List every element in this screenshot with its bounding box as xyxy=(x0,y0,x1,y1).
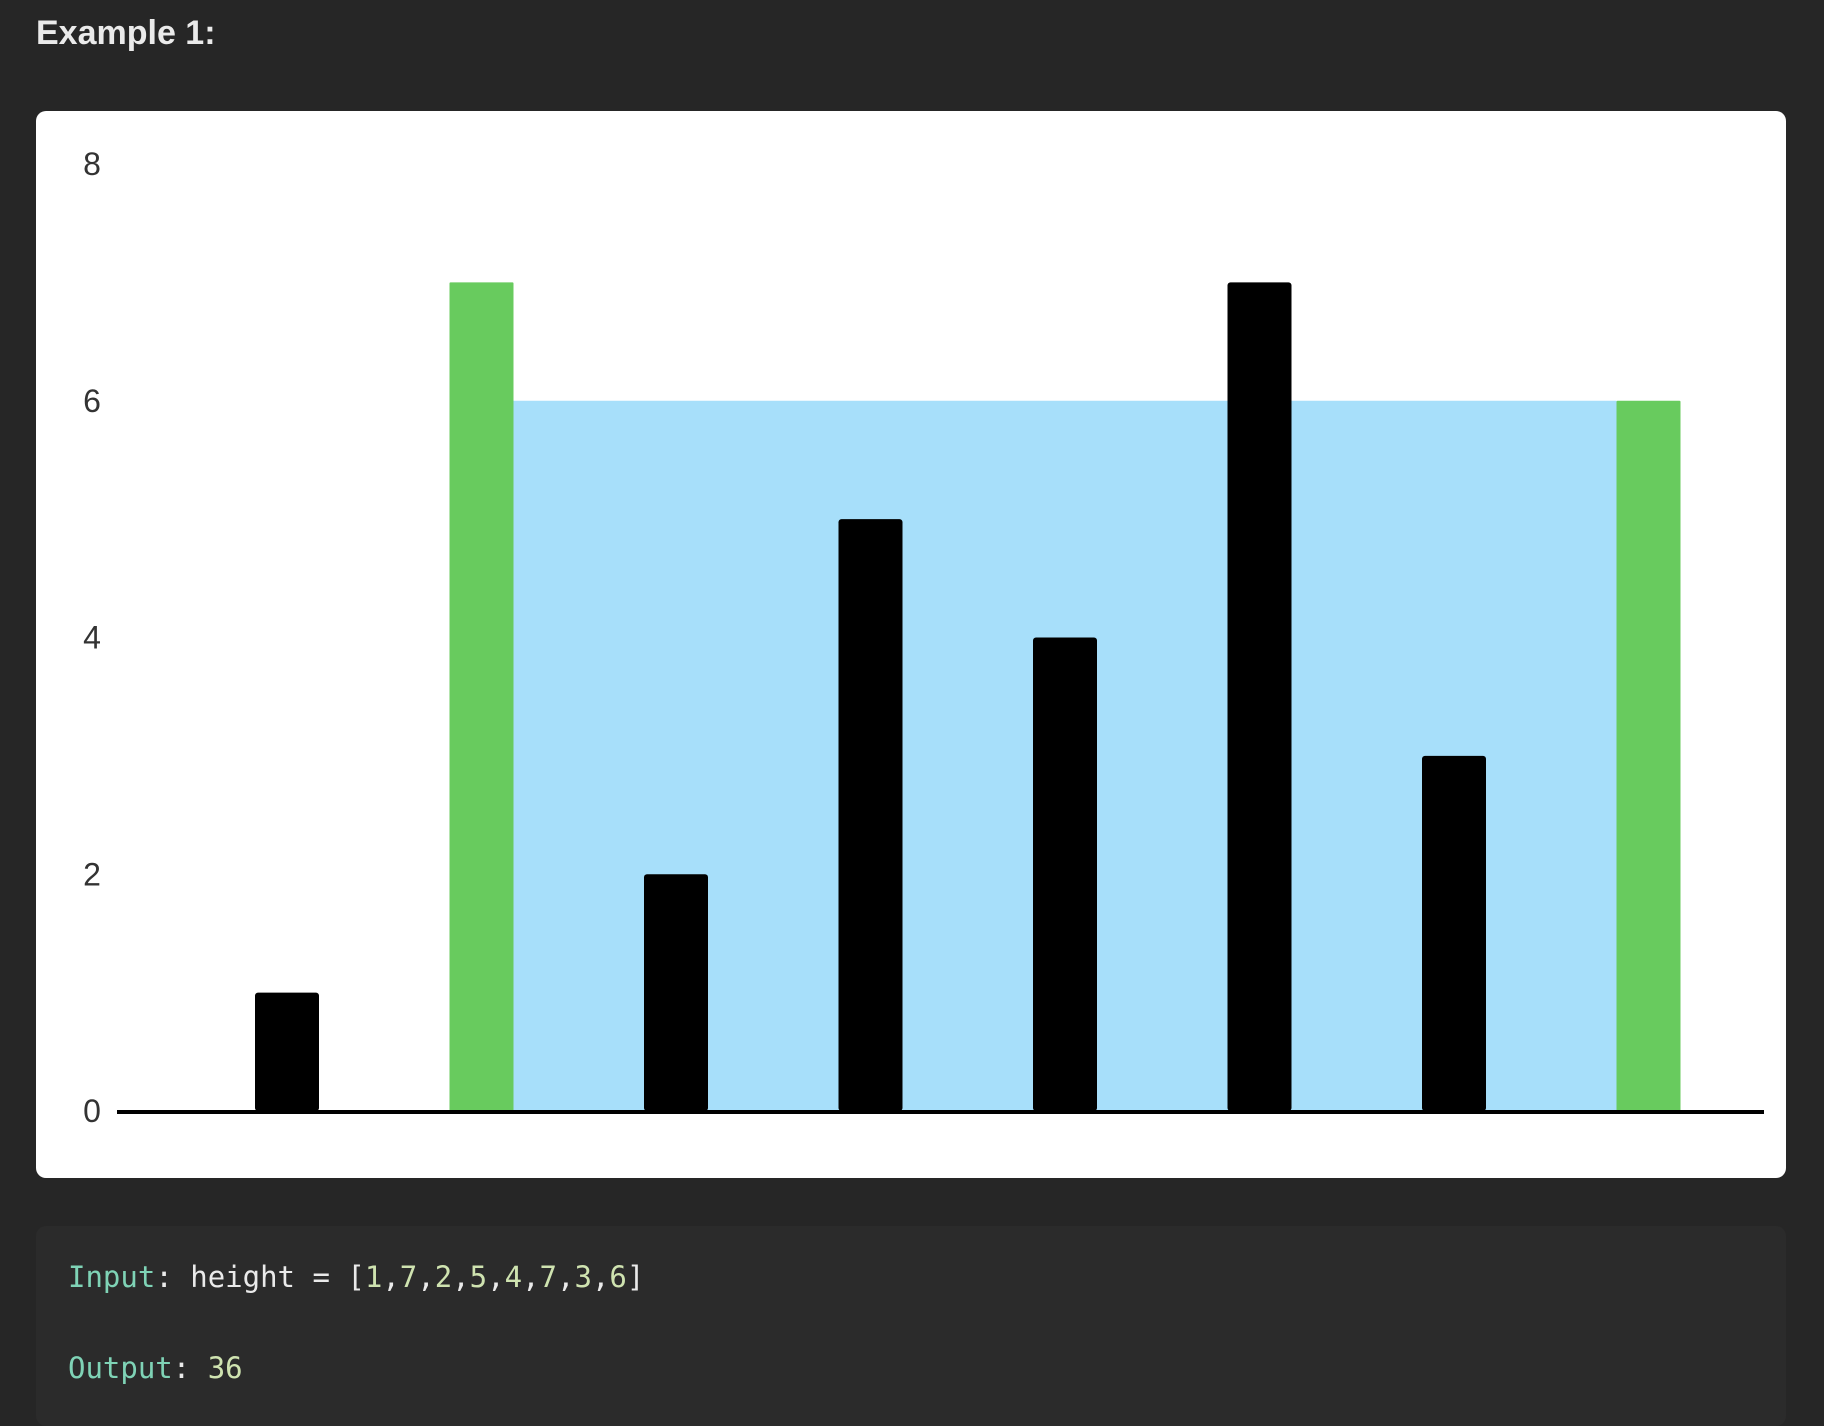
input-line: Input: height = [1,7,2,5,4,7,3,6] xyxy=(68,1260,645,1294)
chart-card: 0 2 4 6 8 xyxy=(36,111,1786,1178)
input-value: 4 xyxy=(504,1260,523,1294)
input-value: 7 xyxy=(539,1260,558,1294)
y-tick-label: 2 xyxy=(83,856,101,892)
output-key: Output xyxy=(68,1351,173,1385)
output-value: 36 xyxy=(207,1351,243,1385)
input-label: height xyxy=(190,1260,295,1294)
y-tick-label: 8 xyxy=(83,146,101,182)
bar xyxy=(1422,755,1486,1111)
bar xyxy=(1033,637,1097,1111)
bar xyxy=(838,519,903,1111)
bar xyxy=(255,992,319,1111)
bar xyxy=(644,874,708,1111)
input-value: 6 xyxy=(609,1260,627,1294)
example-code-box: Input: height = [1,7,2,5,4,7,3,6] Output… xyxy=(36,1226,1786,1426)
output-line: Output: 36 xyxy=(68,1351,243,1385)
input-value: 5 xyxy=(469,1260,488,1294)
input-value: 2 xyxy=(434,1260,453,1294)
bar-highlighted xyxy=(1616,400,1681,1111)
y-tick-label: 4 xyxy=(83,620,101,656)
input-values: [1,7,2,5,4,7,3,6] xyxy=(347,1260,645,1294)
y-tick-labels: 0 2 4 6 8 xyxy=(83,146,101,1129)
bar xyxy=(1227,282,1292,1111)
input-value: 7 xyxy=(399,1260,418,1294)
bar-highlighted xyxy=(449,282,514,1111)
input-key: Input xyxy=(68,1260,156,1294)
y-tick-label: 6 xyxy=(83,383,101,419)
bar-chart: 0 2 4 6 8 xyxy=(83,146,1764,1129)
y-tick-label: 0 xyxy=(83,1093,101,1129)
example-heading: Example 1: xyxy=(36,14,216,52)
input-value: 3 xyxy=(574,1260,592,1294)
bars-layer xyxy=(255,282,1681,1111)
input-value: 1 xyxy=(364,1260,383,1294)
